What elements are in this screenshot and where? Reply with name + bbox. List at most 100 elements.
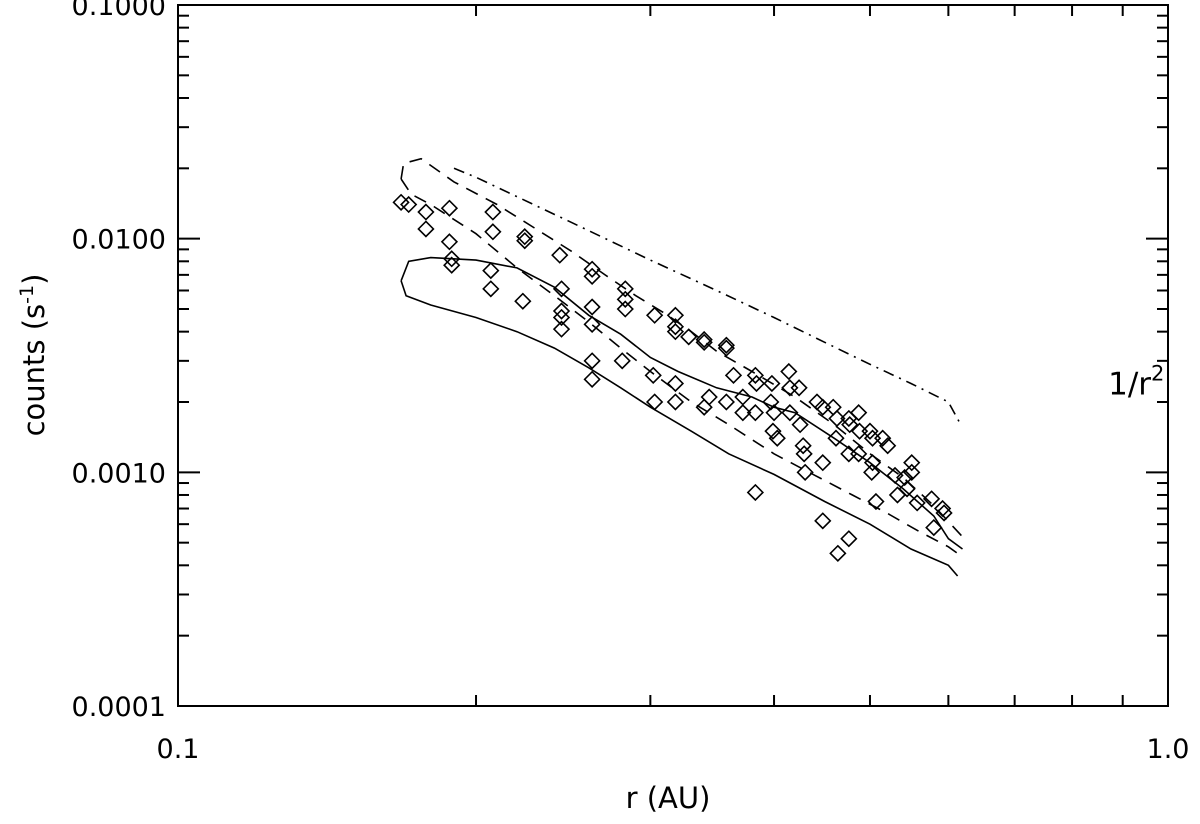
diamond-marker	[717, 393, 735, 411]
diamond-marker	[747, 374, 766, 393]
diamond-marker	[645, 306, 664, 324]
diamond-marker	[666, 393, 685, 411]
inverse-square-annotation: 1/r2	[1108, 362, 1164, 403]
diamond-marker	[583, 352, 601, 370]
diamond-marker	[808, 393, 826, 411]
diamond-marker	[908, 494, 926, 512]
diamond-marker	[583, 260, 601, 278]
diamond-marker	[863, 429, 882, 447]
diamond-marker	[516, 232, 534, 250]
dashdot-curve	[453, 167, 960, 422]
diamond-marker	[552, 320, 571, 338]
diamond-marker	[583, 298, 601, 316]
diamond-marker	[666, 306, 685, 324]
diamond-marker	[482, 261, 500, 280]
diamond-marker	[768, 429, 786, 447]
diamond-marker	[874, 429, 892, 447]
diamond-marker	[796, 463, 814, 481]
diamond-marker	[583, 267, 601, 285]
diamond-marker	[644, 366, 662, 384]
diamond-marker	[440, 199, 459, 217]
diamond-marker	[666, 374, 685, 393]
diamond-marker	[417, 220, 435, 238]
diamond-marker	[795, 445, 813, 463]
diamond-marker	[861, 422, 879, 440]
diamond-marker	[400, 195, 418, 214]
diamond-marker	[616, 300, 634, 318]
dashed-curve	[400, 178, 959, 555]
diamond-marker	[850, 404, 868, 422]
diamond-marker	[666, 323, 685, 341]
diamond-marker	[734, 388, 752, 406]
annotation-base: 1/r	[1108, 367, 1151, 403]
y-tick-label: 0.1000	[72, 0, 166, 22]
diamond-marker	[514, 292, 532, 310]
diamond-marker	[484, 203, 502, 221]
diamond-marker	[616, 290, 634, 308]
diamond-marker	[482, 280, 500, 298]
solid-curve	[400, 256, 963, 550]
diamond-marker	[583, 370, 601, 388]
diamond-marker	[814, 454, 832, 472]
diamond-marker	[888, 486, 907, 504]
axis-ticks	[177, 5, 1168, 707]
diamond-marker	[695, 333, 713, 351]
data-points	[392, 193, 953, 562]
y-axis-title-main: counts (s	[17, 304, 51, 437]
diamond-marker	[903, 463, 921, 481]
diamond-marker	[392, 193, 410, 212]
diamond-marker	[896, 468, 914, 487]
diamond-marker	[746, 404, 764, 422]
diamond-marker	[746, 366, 764, 384]
y-tick-label: 0.0010	[72, 458, 166, 489]
diamond-marker	[551, 246, 569, 264]
diamond-marker	[484, 223, 502, 241]
y-axis-title: counts (s-1)	[16, 274, 51, 437]
diamond-marker	[552, 280, 571, 298]
diamond-marker	[841, 416, 859, 434]
diamond-marker	[583, 315, 601, 333]
diamond-marker	[613, 352, 631, 370]
diamond-marker	[440, 233, 459, 251]
diamond-marker	[417, 203, 435, 221]
diamond-marker	[794, 437, 812, 455]
plot-frame	[177, 4, 1169, 707]
diamond-marker	[925, 518, 943, 537]
x-tick-label: 1.0	[1147, 734, 1190, 765]
series-layer	[392, 157, 964, 577]
diamond-marker	[443, 250, 461, 268]
diamond-marker	[552, 302, 571, 320]
diamond-marker	[724, 366, 743, 384]
diamond-marker	[922, 490, 941, 508]
diamond-marker	[764, 422, 782, 440]
y-axis-title-close: )	[17, 274, 51, 285]
diamond-marker	[734, 404, 752, 422]
diamond-marker	[814, 512, 832, 530]
diamond-marker	[840, 530, 858, 548]
diamond-marker	[746, 483, 764, 502]
diamond-marker	[765, 404, 783, 422]
diamond-marker	[717, 336, 735, 354]
diamond-marker	[717, 339, 735, 357]
diamond-marker	[443, 256, 461, 274]
diamond-marker	[791, 416, 809, 434]
y-tick-label: 0.0100	[72, 225, 166, 256]
diamond-marker	[863, 463, 881, 481]
diamond-marker	[903, 454, 921, 472]
solid-curve	[400, 280, 959, 577]
diamond-marker	[850, 422, 869, 440]
diamond-marker	[790, 379, 808, 397]
diamond-marker	[516, 228, 534, 246]
x-tick-label: 0.1	[157, 734, 200, 765]
diamond-marker	[814, 398, 832, 416]
diamond-marker	[879, 437, 897, 455]
y-axis-title-exponent: -1	[16, 285, 38, 304]
diamond-marker	[780, 362, 798, 381]
diamond-marker	[552, 308, 571, 327]
diamond-marker	[867, 492, 885, 511]
diamond-marker	[700, 388, 718, 406]
annotation-exponent: 2	[1151, 362, 1164, 386]
dashed-curve	[400, 157, 964, 538]
x-axis-title: r (AU)	[626, 781, 711, 815]
